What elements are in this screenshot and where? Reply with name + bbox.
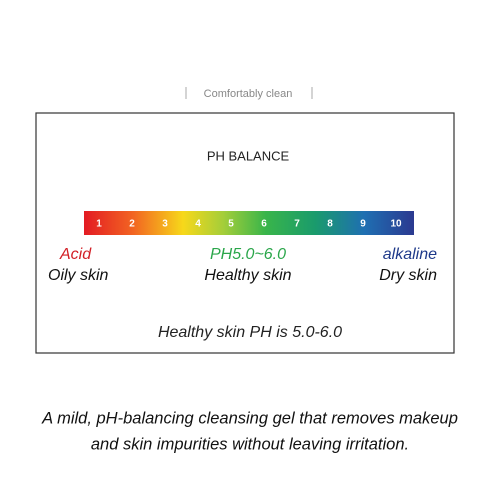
scale-number: 2: [129, 219, 135, 230]
panel: [35, 112, 455, 354]
left-desc: Oily skin: [48, 267, 109, 284]
scale-number: 5: [228, 219, 234, 230]
scale-number: 6: [261, 219, 267, 230]
note: Healthy skin PH is 5.0-6.0: [158, 324, 342, 341]
scale-number: 7: [294, 219, 300, 230]
ph-bar: [84, 211, 414, 235]
scale-number: 10: [390, 219, 402, 230]
tagline: Comfortably clean: [204, 88, 293, 100]
left-term: Acid: [59, 246, 92, 263]
scale-number: 9: [360, 219, 366, 230]
middle-desc: Healthy skin: [204, 267, 291, 284]
right-desc: Dry skin: [379, 267, 437, 284]
scale-number: 8: [327, 219, 333, 230]
panel-title: PH BALANCE: [207, 148, 290, 163]
scale-number: 3: [162, 219, 168, 230]
right-term: alkaline: [383, 246, 437, 263]
middle-term: PH5.0~6.0: [210, 246, 286, 263]
scale-number: 1: [96, 219, 102, 230]
caption-line: and skin impurities without leaving irri…: [91, 435, 409, 453]
scale-number: 4: [195, 219, 201, 230]
caption-line: A mild, pH-balancing cleansing gel that …: [41, 409, 458, 427]
